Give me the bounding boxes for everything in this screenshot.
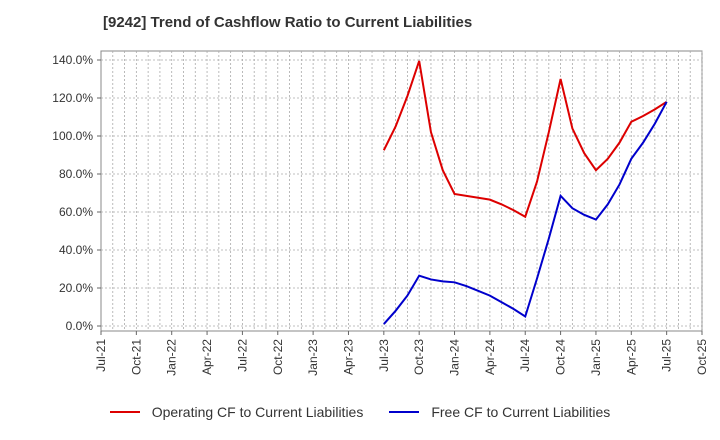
- y-tick-label: 60.0%: [59, 205, 93, 219]
- x-tick-label: Apr-23: [341, 339, 355, 375]
- x-tick-label: Jan-25: [589, 339, 603, 376]
- plot-frame: [100, 50, 703, 332]
- x-tick-label: Apr-22: [200, 339, 214, 375]
- y-tick-label: 100.0%: [52, 129, 93, 143]
- series-layer: [382, 60, 668, 325]
- x-tick-label: Apr-24: [483, 339, 497, 375]
- y-tick-label: 80.0%: [59, 167, 93, 181]
- grid-layer: [100, 50, 703, 332]
- series-line-0: [382, 60, 668, 219]
- legend-label-free-cf: Free CF to Current Liabilities: [431, 404, 611, 420]
- x-tick-label: Jul-25: [660, 339, 674, 372]
- legend-item-free-cf: Free CF to Current Liabilities: [389, 404, 610, 420]
- series-line-1: [383, 101, 668, 325]
- y-tick-label: 20.0%: [59, 281, 93, 295]
- legend-label-operating-cf: Operating CF to Current Liabilities: [151, 404, 364, 420]
- x-tick-label: Jul-21: [94, 339, 108, 372]
- x-tick-label: Jul-23: [377, 339, 391, 372]
- chart-title: [9242] Trend of Cashflow Ratio to Curren…: [103, 14, 473, 31]
- y-tick-label: 140.0%: [52, 53, 93, 67]
- legend-swatch-operating-cf: [109, 411, 140, 413]
- y-tick-label: 0.0%: [66, 319, 94, 333]
- legend: Operating CF to Current Liabilities Free…: [0, 404, 720, 420]
- x-tick-label: Oct-22: [271, 339, 285, 375]
- legend-swatch-free-cf: [389, 411, 420, 413]
- x-tick-label: Jul-22: [235, 339, 249, 372]
- axis-layer: 0.0% 20.0% 40.0% 60.0% 80.0% 100.0% 120.0% 140.…: [52, 53, 709, 376]
- x-tick-label: Oct-23: [412, 339, 426, 375]
- x-tick-label: Apr-25: [624, 339, 638, 375]
- x-tick-label: Oct-25: [695, 339, 709, 375]
- x-tick-label: Jan-22: [165, 339, 179, 376]
- x-tick-label: Oct-21: [129, 339, 143, 375]
- x-tick-label: Jul-24: [518, 339, 532, 372]
- y-tick-label: 40.0%: [59, 243, 93, 257]
- y-tick-label: 120.0%: [52, 91, 93, 105]
- x-tick-label: Jan-24: [448, 339, 462, 376]
- x-tick-label: Jan-23: [306, 339, 320, 376]
- x-tick-label: Oct-24: [554, 339, 568, 375]
- legend-item-operating-cf: Operating CF to Current Liabilities: [109, 404, 364, 420]
